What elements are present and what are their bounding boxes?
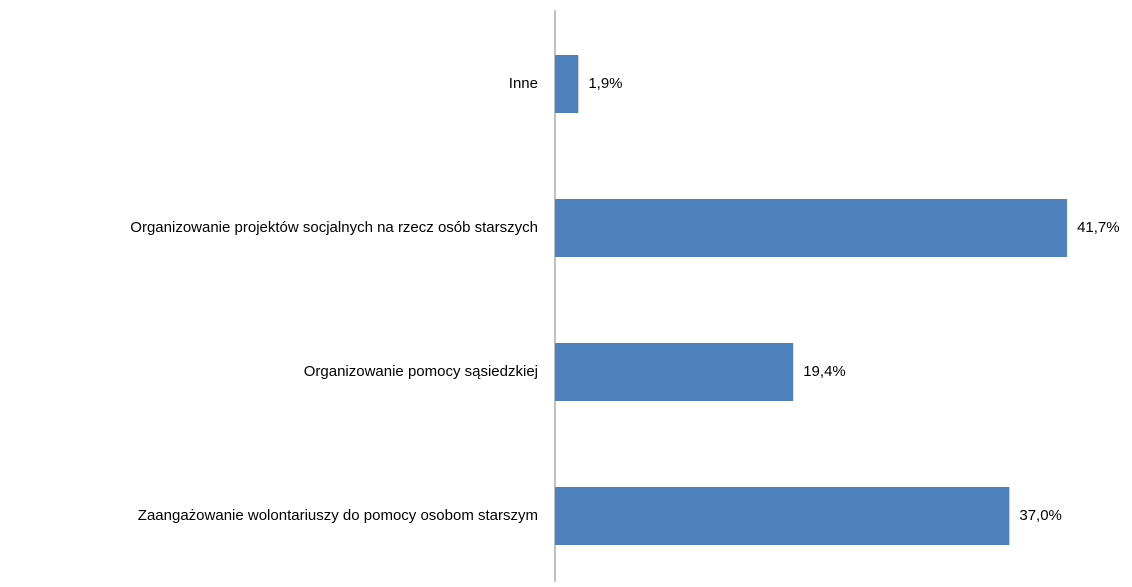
value-label: 1,9%	[588, 75, 622, 92]
bar	[555, 199, 1068, 257]
bar	[555, 343, 794, 401]
bar	[555, 55, 579, 113]
value-label: 41,7%	[1077, 219, 1120, 236]
bar	[555, 487, 1010, 545]
value-label: 37,0%	[1019, 507, 1062, 524]
value-label: 19,4%	[803, 363, 846, 380]
category-label: Organizowanie projektów socjalnych na rz…	[130, 219, 538, 236]
category-label: Organizowanie pomocy sąsiedzkiej	[304, 363, 538, 380]
category-label: Zaangażowanie wolontariuszy do pomocy os…	[138, 507, 538, 524]
category-label: Inne	[509, 75, 538, 92]
